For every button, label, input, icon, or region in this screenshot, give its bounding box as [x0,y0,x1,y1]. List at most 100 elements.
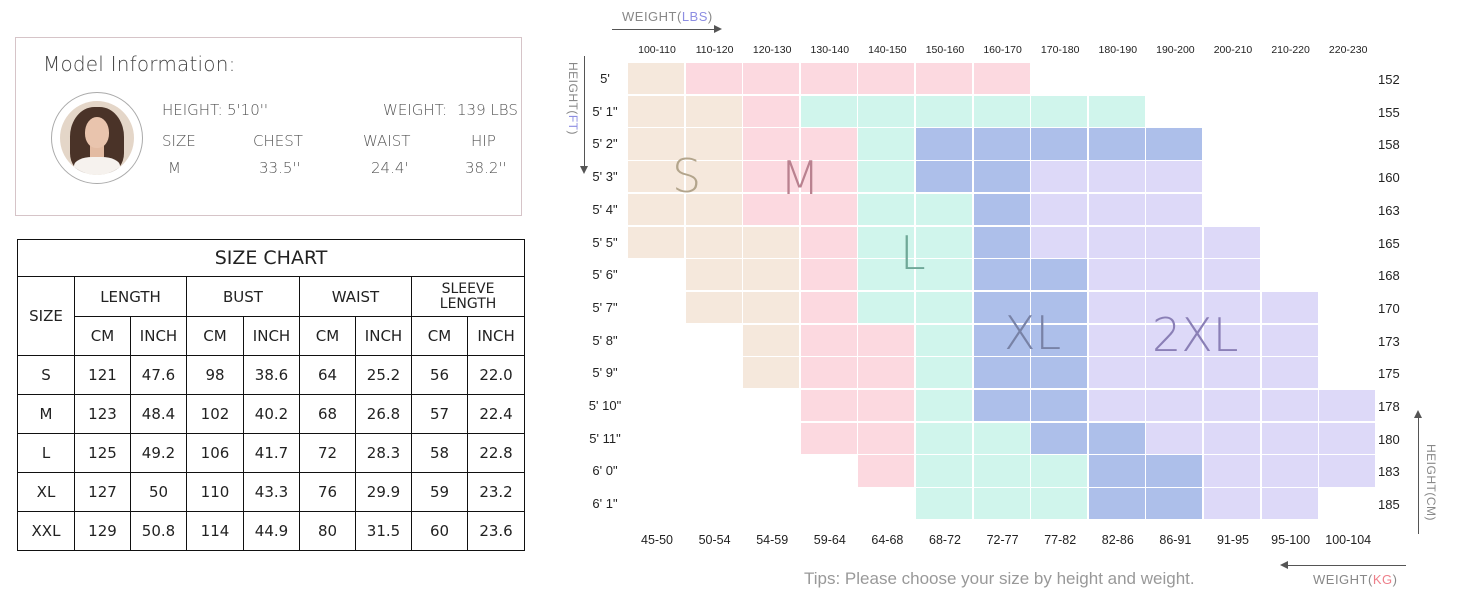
size-row: XXL 129 50.8 114 44.9 80 31.5 60 23.6 [17,511,526,551]
measurement-cell: 57 [411,394,468,434]
arrow-left-icon [1280,561,1288,569]
size-cell-xl [916,161,973,193]
model-photo [60,101,134,175]
height-cm-tick: 180 [1378,431,1400,447]
size-cell: L [17,433,75,473]
size-cell-l [1031,488,1088,520]
size-cell-xl [1088,128,1145,160]
weight-lbs-tick: 120-130 [752,44,792,56]
size-label-s: S [672,149,702,203]
size-cell-m [800,226,857,258]
height-ft-tick: 5' 9" [592,365,618,381]
weight-kg-tick: 91-95 [1217,533,1249,547]
size-cell-xl [973,226,1030,258]
weight-lbs-tick: 200-210 [1213,44,1253,56]
size-cell-l [858,226,915,258]
weight-kg-axis-title: WEIGHT(KG) [1313,572,1398,587]
size-cell-m [800,128,857,160]
size-cell-l [916,193,973,225]
size-cell-2xl [1204,291,1261,324]
measurement-cell: 22.8 [466,433,526,473]
size-cell-s [628,161,685,193]
size-cell-l [973,488,1030,520]
size-cell-2xl [1146,193,1203,225]
size-cell-xl [973,291,1030,324]
size-cell-s [685,226,742,258]
size-cell-2xl [1146,161,1203,193]
weight-kg-arrow [1288,565,1406,566]
size-cell-l [1031,455,1088,487]
size-cell-2xl [1146,324,1203,356]
measurement-cell: 40.2 [243,394,300,434]
weight-lbs-tick: 110-120 [695,44,734,56]
size-cell-xl [1088,488,1145,520]
size-cell-m [858,422,915,454]
measurement-cell: 123 [74,394,131,434]
measurement-cell: 28.3 [355,433,412,473]
size-cell-m [743,161,800,193]
size-cell-s [628,95,685,127]
size-cell-l [916,324,973,356]
size-cell-2xl [1031,226,1088,258]
height-cm-tick: 175 [1378,366,1400,382]
model-size-value: M [168,159,181,177]
size-cell-s [743,291,800,324]
size-cell-s [743,324,800,356]
size-cell-2xl [1088,193,1145,225]
size-cell-l [916,455,973,487]
size-cell-s [685,259,742,291]
size-cell-xl [1146,488,1203,520]
size-cell-s [685,161,742,193]
size-cell-2xl [1319,455,1376,487]
size-cell-xl [1031,357,1088,389]
height-ft-tick: 5' 7" [592,299,618,315]
size-cell-2xl [1088,226,1145,258]
size-cell-m [858,324,915,356]
size-cell-xl [1031,128,1088,160]
size-cell-2xl [1146,357,1203,389]
height-cm-tick: 160 [1378,170,1400,186]
weight-kg-tick: 82-86 [1101,533,1134,547]
size-cell-2xl [1204,390,1261,422]
size-cell-l [973,422,1030,454]
weight-kg-tick: 50-54 [698,533,731,547]
model-col-chest: CHEST [253,132,303,150]
size-cell-xl [973,259,1030,291]
model-info-card: Model Information: HEIGHT: 5'10'' WEIGHT… [15,37,522,216]
measurement-cell: 80 [299,511,356,551]
size-cell-2xl [1088,324,1145,356]
size-cell-xl [1031,259,1088,291]
size-cell-m [800,324,857,356]
height-ft-tick: 6' 1" [592,496,618,512]
weight-kg-tick: 68-72 [929,533,961,547]
size-chart-table: SIZE CHART SIZE LENGTH BUST WAIST SLEEVE… [16,239,526,551]
size-cell-m [800,193,857,225]
size-cell-s [743,357,800,389]
size-cell-2xl [1204,324,1261,356]
size-cell-l [916,488,973,520]
size-cell-l [916,259,973,291]
size-cell-2xl [1261,324,1318,356]
height-cm-tick: 158 [1378,137,1400,153]
measurement-cell: 25.2 [355,355,412,395]
size-cell-2xl [1261,357,1318,389]
size-cell-2xl [1146,226,1203,258]
model-chest-value: 33.5'' [259,159,301,177]
sleeve-length-header: SLEEVE LENGTH [410,276,526,317]
size-cell-2xl [1146,291,1203,324]
size-cell-2xl [1088,357,1145,389]
height-ft-tick: 5' 8" [592,332,618,348]
height-ft-tick: 5' 2" [592,136,618,152]
size-cell-l [800,95,857,127]
weight-kg-tick: 95-100 [1271,533,1311,547]
size-cell-l [858,161,915,193]
height-ft-axis-title: HEIGHT(FT) [566,62,580,136]
measurement-cell: 23.6 [466,511,526,551]
size-cell-2xl [1204,259,1261,291]
tips-text: Tips: Please choose your size by height … [804,569,1195,588]
size-cell-l [858,193,915,225]
size-cell-l [973,95,1030,127]
weight-lbs-tick: 220-230 [1328,44,1368,56]
weight-kg-tick: 64-68 [871,533,904,547]
